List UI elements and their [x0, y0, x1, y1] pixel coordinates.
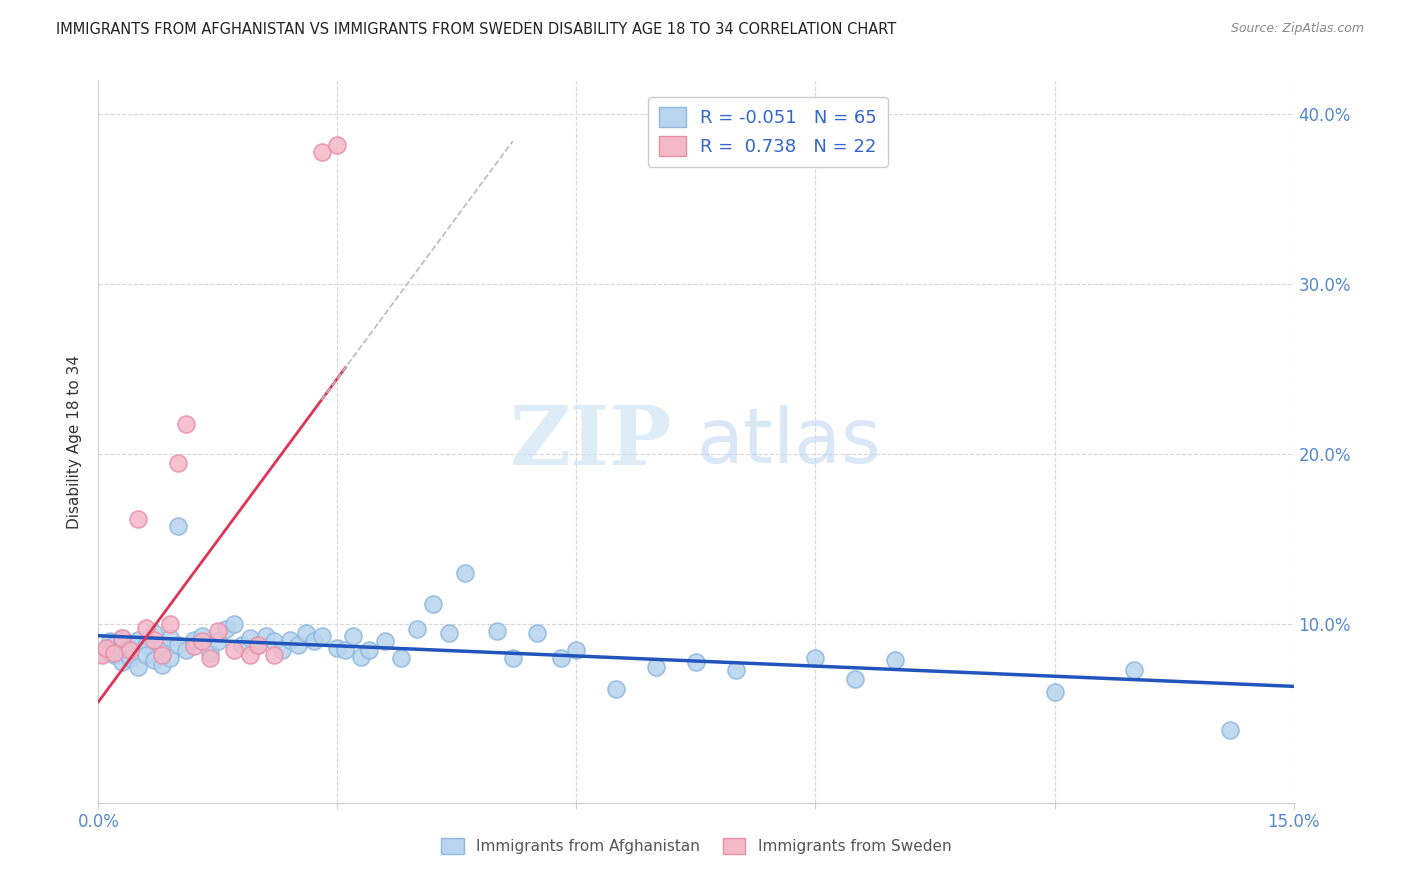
Point — [335, 642, 357, 657]
Point — [422, 597, 444, 611]
Point — [159, 651, 181, 665]
Point — [96, 641, 118, 656]
Point — [127, 632, 149, 647]
Point — [724, 663, 747, 677]
Point — [437, 625, 460, 640]
Point — [1219, 723, 1241, 737]
Point — [222, 642, 245, 657]
Point — [174, 642, 197, 657]
Legend: Immigrants from Afghanistan, Immigrants from Sweden: Immigrants from Afghanistan, Immigrants … — [434, 832, 957, 860]
Point — [191, 634, 214, 648]
Point — [198, 646, 221, 660]
Point — [174, 417, 197, 431]
Point — [844, 672, 866, 686]
Point — [254, 629, 277, 643]
Point — [198, 651, 221, 665]
Point — [565, 642, 588, 657]
Point — [278, 632, 301, 647]
Point — [103, 646, 125, 660]
Point — [150, 658, 173, 673]
Point — [111, 631, 134, 645]
Point — [326, 137, 349, 152]
Point — [359, 642, 381, 657]
Point — [389, 651, 412, 665]
Point — [120, 651, 142, 665]
Point — [167, 518, 190, 533]
Point — [91, 646, 114, 660]
Point — [246, 638, 269, 652]
Point — [167, 456, 190, 470]
Point — [183, 632, 205, 647]
Point — [685, 655, 707, 669]
Point — [159, 631, 181, 645]
Point — [215, 623, 238, 637]
Point — [111, 655, 134, 669]
Point — [311, 145, 333, 159]
Point — [127, 512, 149, 526]
Point — [183, 640, 205, 654]
Point — [302, 634, 325, 648]
Point — [406, 623, 429, 637]
Point — [270, 642, 292, 657]
Point — [143, 625, 166, 640]
Point — [150, 638, 173, 652]
Point — [239, 648, 262, 662]
Point — [135, 638, 157, 652]
Point — [120, 642, 142, 657]
Point — [294, 625, 316, 640]
Point — [605, 681, 627, 696]
Point — [127, 660, 149, 674]
Point — [550, 651, 572, 665]
Point — [311, 629, 333, 643]
Text: atlas: atlas — [696, 405, 880, 478]
Point — [159, 617, 181, 632]
Point — [111, 631, 134, 645]
Point — [120, 641, 142, 656]
Point — [645, 660, 668, 674]
Point — [207, 624, 229, 639]
Point — [454, 566, 477, 581]
Point — [91, 648, 114, 662]
Point — [804, 651, 827, 665]
Text: Source: ZipAtlas.com: Source: ZipAtlas.com — [1230, 22, 1364, 36]
Point — [350, 649, 373, 664]
Point — [884, 653, 907, 667]
Point — [526, 625, 548, 640]
Point — [207, 634, 229, 648]
Y-axis label: Disability Age 18 to 34: Disability Age 18 to 34 — [67, 354, 83, 529]
Point — [143, 632, 166, 647]
Point — [103, 638, 125, 652]
Point — [143, 653, 166, 667]
Point — [231, 638, 253, 652]
Point — [502, 651, 524, 665]
Point — [98, 634, 122, 648]
Point — [135, 621, 157, 635]
Point — [263, 648, 285, 662]
Point — [485, 624, 508, 639]
Point — [191, 629, 214, 643]
Point — [287, 638, 309, 652]
Point — [96, 642, 118, 657]
Point — [326, 641, 349, 656]
Point — [342, 629, 364, 643]
Point — [167, 638, 190, 652]
Point — [263, 634, 285, 648]
Point — [135, 648, 157, 662]
Text: IMMIGRANTS FROM AFGHANISTAN VS IMMIGRANTS FROM SWEDEN DISABILITY AGE 18 TO 34 CO: IMMIGRANTS FROM AFGHANISTAN VS IMMIGRANT… — [56, 22, 897, 37]
Point — [246, 638, 269, 652]
Point — [239, 631, 262, 645]
Text: ZIP: ZIP — [509, 401, 672, 482]
Point — [150, 648, 173, 662]
Point — [1123, 663, 1146, 677]
Point — [103, 648, 125, 662]
Point — [1043, 685, 1066, 699]
Point — [222, 617, 245, 632]
Point — [374, 634, 396, 648]
